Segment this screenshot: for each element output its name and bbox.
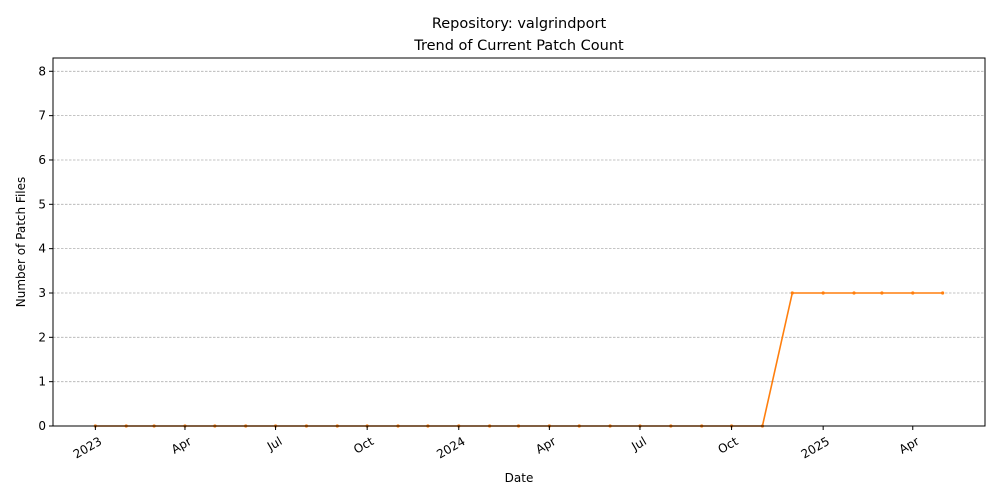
x-tick-label: Jul — [628, 434, 648, 454]
y-tick-label: 6 — [38, 153, 46, 167]
data-point — [911, 291, 915, 295]
x-tick-label: Oct — [351, 434, 376, 457]
series-line — [95, 292, 943, 427]
x-tick-label: Oct — [715, 434, 740, 457]
grid-lines — [53, 70, 985, 427]
data-point — [821, 291, 825, 295]
y-tick-label: 4 — [38, 242, 46, 256]
x-tick-label: Jul — [264, 434, 284, 454]
data-point — [790, 291, 794, 295]
series-group — [93, 291, 945, 428]
y-tick-label: 7 — [38, 109, 46, 123]
y-tick-label: 1 — [38, 375, 46, 389]
x-tick-label: 2025 — [799, 434, 832, 461]
data-point — [852, 291, 856, 295]
y-axis-label: Number of Patch Files — [14, 177, 28, 308]
x-tick-label: Apr — [169, 434, 194, 457]
x-tick-label: 2023 — [71, 434, 104, 461]
x-tick-label: Apr — [897, 434, 922, 457]
x-tick-label: Apr — [533, 434, 558, 457]
x-axis: 2023 Apr Jul Oct 2024 Apr Jul Oct 2025 Apr — [71, 426, 922, 461]
data-point — [941, 291, 945, 295]
y-tick-label: 8 — [38, 64, 46, 78]
chart-subtitle: Trend of Current Patch Count — [413, 38, 624, 54]
x-tick-label: 2024 — [434, 434, 467, 461]
plot-area-frame — [52, 57, 986, 427]
y-tick-label: 0 — [38, 419, 46, 433]
data-point — [880, 291, 884, 295]
y-tick-label: 5 — [38, 197, 46, 211]
y-tick-label: 2 — [38, 330, 46, 344]
y-axis: 0 1 2 3 4 5 6 7 8 — [38, 64, 53, 433]
chart-title: Repository: valgrindport — [432, 16, 607, 32]
x-axis-label: Date — [505, 471, 534, 485]
y-tick-label: 3 — [38, 286, 46, 300]
